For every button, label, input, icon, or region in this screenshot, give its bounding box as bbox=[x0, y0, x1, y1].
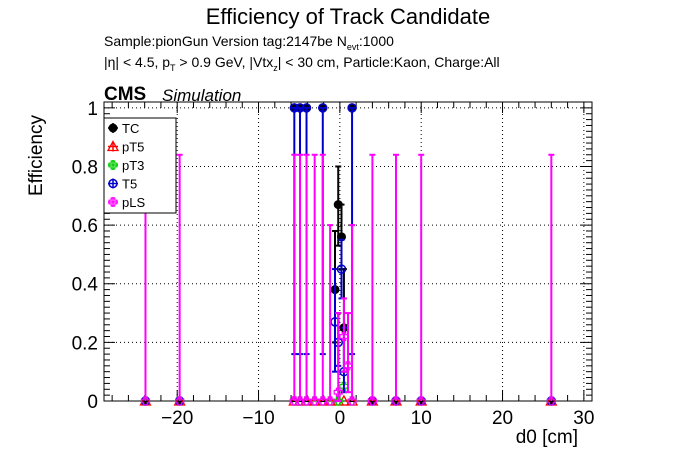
legend-marker bbox=[108, 123, 118, 133]
x-axis-label: d0 [cm] bbox=[515, 427, 578, 448]
y-tick-label: 0.8 bbox=[72, 157, 98, 178]
legend-label: T5 bbox=[122, 177, 137, 192]
y-tick-label: 1 bbox=[87, 99, 98, 120]
data-point bbox=[336, 264, 347, 274]
y-tick-label: 0 bbox=[87, 392, 98, 413]
data-point bbox=[339, 381, 349, 391]
data-point bbox=[295, 396, 305, 406]
data-point bbox=[416, 396, 426, 406]
data-point bbox=[301, 103, 312, 113]
legend-label: pLS bbox=[122, 195, 145, 210]
data-point bbox=[339, 331, 349, 342]
data-point bbox=[310, 396, 320, 406]
legend-marker bbox=[108, 178, 118, 189]
simulation-label: Simulation bbox=[162, 86, 242, 105]
x-tick-label: 30 bbox=[573, 408, 594, 429]
y-tick-label: 0.6 bbox=[72, 216, 98, 237]
data-layer bbox=[139, 103, 558, 406]
subtitle-eta-pt: |η| < 4.5, p bbox=[104, 54, 171, 70]
data-point bbox=[347, 396, 357, 406]
subtitle-vtx-subscript: z bbox=[273, 62, 278, 73]
data-point bbox=[301, 396, 312, 406]
data-point bbox=[333, 387, 343, 397]
data-point bbox=[546, 396, 556, 406]
subtitle-pt-subscript: T bbox=[170, 62, 176, 73]
data-point bbox=[367, 396, 377, 406]
chart-title: Efficiency of Track Candidate bbox=[205, 4, 491, 29]
subtitle-vtx-rest: | < 30 cm, Particle:Kaon, Charge:All bbox=[277, 54, 500, 70]
x-tick-label: −10 bbox=[242, 408, 274, 429]
data-point bbox=[391, 396, 401, 406]
data-point bbox=[318, 103, 328, 113]
legend: TC pT5 pT3 T5 pLS bbox=[103, 117, 177, 214]
legend-marker bbox=[108, 197, 118, 207]
subtitle-nevt-subscript: evt bbox=[346, 41, 359, 52]
data-point bbox=[175, 396, 185, 406]
cms-label: CMS bbox=[104, 84, 147, 105]
x-tick-label: 20 bbox=[492, 408, 513, 429]
y-tick-label: 0.4 bbox=[72, 275, 99, 296]
subtitle-pt-cut: > 0.9 GeV, |Vtx bbox=[175, 54, 274, 70]
subtitle-cuts-line: |η| < 4.5, pT > 0.9 GeV, |Vtxz| < 30 cm,… bbox=[104, 54, 500, 73]
subtitle-sample-text: Sample:pionGun Version tag:2147be N bbox=[104, 33, 347, 49]
data-point bbox=[343, 361, 353, 371]
data-point bbox=[325, 396, 335, 406]
series-pls bbox=[140, 153, 556, 406]
x-tick-label: 0 bbox=[335, 408, 346, 429]
data-point bbox=[318, 396, 328, 406]
data-point bbox=[337, 394, 351, 406]
data-point bbox=[347, 103, 357, 113]
x-tick-label: −20 bbox=[161, 408, 193, 429]
legend-marker bbox=[108, 160, 118, 170]
subtitle-sample-line: Sample:pionGun Version tag:2147be Nevt:1… bbox=[104, 33, 394, 52]
data-point bbox=[140, 396, 151, 406]
legend-marker bbox=[106, 140, 120, 152]
x-tick-label: 10 bbox=[411, 408, 432, 429]
legend-label: pT5 bbox=[122, 140, 144, 155]
legend-label: TC bbox=[122, 121, 139, 136]
legend-label: pT3 bbox=[122, 158, 144, 173]
subtitle-nevt-value: :1000 bbox=[358, 33, 394, 49]
y-tick-label: 0.2 bbox=[72, 333, 98, 354]
